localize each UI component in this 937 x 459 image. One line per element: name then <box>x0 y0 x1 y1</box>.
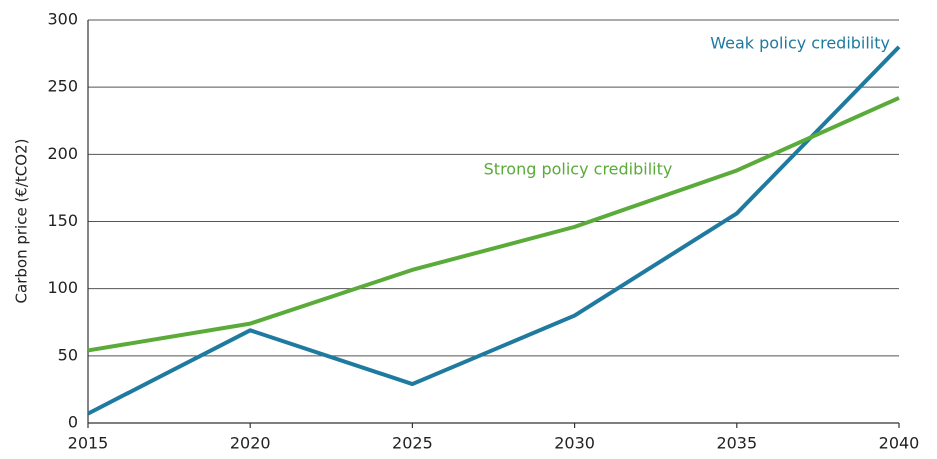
series-line <box>87 45 901 416</box>
y-axis-label: Carbon price (€/tCO2) <box>13 139 31 304</box>
y-tick-label: 200 <box>47 144 78 163</box>
series-label: Strong policy credibility <box>484 160 673 179</box>
x-tick-label: 2020 <box>230 434 271 453</box>
x-tick-label: 2035 <box>716 434 757 453</box>
x-tick-label: 2025 <box>392 434 433 453</box>
y-tick-label: 300 <box>47 10 78 29</box>
y-tick-label: 0 <box>68 413 78 432</box>
x-tick-label: 2040 <box>879 434 920 453</box>
y-tick-label: 150 <box>47 211 78 230</box>
series-line <box>87 96 900 353</box>
y-tick-label: 250 <box>47 77 78 96</box>
y-tick-label: 100 <box>47 278 78 297</box>
series-label: Weak policy credibility <box>710 34 890 53</box>
x-tick-label: 2015 <box>68 434 109 453</box>
x-tick-label: 2030 <box>554 434 595 453</box>
y-tick-label: 50 <box>58 345 78 364</box>
